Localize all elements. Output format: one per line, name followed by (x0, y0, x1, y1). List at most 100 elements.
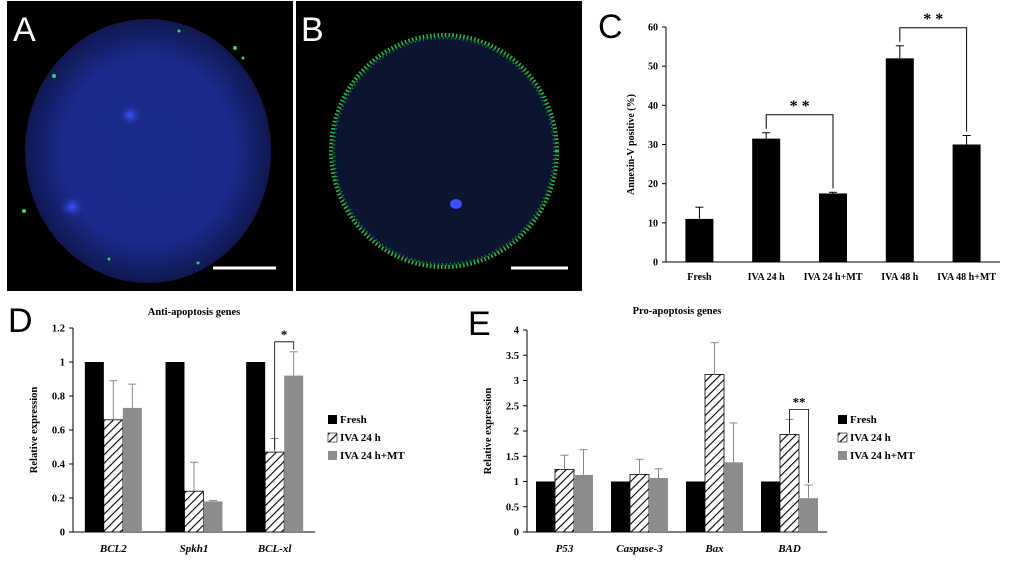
x-tick-label: BCL2 (99, 543, 127, 555)
x-tick-label: IVA 48 h (881, 272, 918, 283)
y-tick-label: 0 (60, 528, 65, 539)
legend-label: IVA 24 h (850, 432, 891, 444)
legend-label: IVA 24 h (340, 432, 381, 444)
y-tick-label: 30 (648, 140, 658, 151)
y-axis-label: Relative expression (29, 387, 40, 474)
y-tick-label: 0.2 (52, 494, 65, 505)
y-tick-label: 0.6 (52, 426, 65, 437)
oocyte-b-drawing (329, 33, 568, 270)
bar-IVA 24 h+MT-Caspase-3 (649, 477, 668, 532)
legend-label: IVA 24 h+MT (340, 450, 405, 462)
y-axis-label: Annexin-V positive (%) (626, 94, 637, 195)
panel-label-d: D (8, 302, 33, 340)
legend-swatch (838, 415, 847, 424)
legend-label: IVA 24 h+MT (850, 450, 915, 462)
oocyte-a-drawing (22, 19, 276, 283)
bar-IVA 24 h+MT-BAD (799, 498, 818, 532)
y-tick-label: 10 (648, 218, 658, 229)
nucleus-a-2 (58, 195, 86, 219)
bar-IVA 24 h-BAD (779, 434, 800, 533)
bar-IVA 24 h+MT-BCL-xl (284, 375, 304, 532)
y-tick-label: 2.5 (506, 401, 519, 412)
nucleus-a (117, 103, 143, 127)
bar-IVA 48 h (885, 58, 914, 263)
nucleus-b (450, 199, 462, 209)
bar-IVA 24 h+MT-BCL2 (122, 407, 142, 532)
bar-Fresh-Bax (686, 481, 705, 532)
x-tick-label: IVA 48 h+MT (937, 272, 996, 283)
y-tick-label: 2 (514, 427, 519, 438)
significance-label: * * (923, 11, 943, 28)
y-tick-label: 40 (648, 101, 658, 112)
y-tick-label: 0 (653, 258, 658, 269)
y-axis-label: Relative expression (483, 388, 494, 475)
panel-label-b: B (301, 11, 324, 49)
significance-bracket (899, 27, 968, 132)
significance-label: * * (790, 98, 810, 115)
y-tick-label: 20 (648, 179, 658, 190)
bar-IVA 24 h+MT-Bax (724, 462, 743, 532)
panel-b-image: B (296, 1, 582, 291)
y-tick-label: 3 (514, 376, 519, 387)
bar-Fresh-BCL-xl (246, 362, 266, 532)
y-tick-label: 1 (60, 358, 65, 369)
bar-Fresh-BAD (761, 481, 780, 532)
bar-IVA 24 h+MT-Spkh1 (203, 501, 223, 532)
significance-bracket (765, 114, 834, 189)
significance-bracket (789, 408, 809, 484)
y-tick-label: 1.5 (506, 452, 519, 463)
significance-bracket (274, 341, 295, 451)
bar-Fresh-Spkh1 (165, 362, 185, 532)
oocyte-b-membrane (329, 33, 559, 269)
oocyte-a (25, 19, 271, 283)
panel-label-a: A (13, 11, 36, 49)
panel-label-c: C (598, 8, 623, 46)
y-tick-label: 60 (648, 23, 658, 34)
x-tick-label: Bax (704, 543, 724, 555)
bar-IVA 24 h-BCL-xl (264, 451, 285, 533)
significance-label: * (281, 327, 288, 342)
chart-anti-apoptosis: Anti-apoptosis genes 0 0.2 0.4 0.6 0.8 1 1.2 Rel… (29, 307, 405, 555)
legend-label: Fresh (340, 414, 367, 426)
x-tick-label: IVA 24 h (748, 272, 785, 283)
x-tick-label: Fresh (687, 272, 712, 283)
chart-annexin: 0 10 20 30 40 50 60 Annexin-V positive (%) Fresh… (626, 11, 1000, 283)
significance-label: ** (793, 394, 806, 409)
legend-swatch (837, 432, 848, 443)
y-tick-label: 0.8 (52, 392, 65, 403)
legend-label: Fresh (850, 414, 877, 426)
bar-IVA 24 h+MT-P53 (574, 474, 593, 532)
bar-Fresh-P53 (536, 481, 555, 532)
x-tick-label: P53 (556, 543, 574, 555)
legend-swatch (838, 451, 847, 460)
legend-swatch (328, 415, 337, 424)
y-tick-label: 3.5 (506, 351, 519, 362)
bar-IVA 24 h-BCL2 (103, 419, 124, 533)
bar-Fresh-Caspase-3 (611, 481, 630, 532)
y-tick-label: 1.2 (52, 324, 65, 335)
bar-IVA 48 h+MT (952, 144, 981, 262)
bar-Fresh (685, 218, 714, 262)
bar-IVA 24 h-Spkh1 (184, 490, 204, 533)
legend-swatch (327, 432, 338, 443)
y-tick-label: 0 (514, 528, 519, 539)
legend-swatch (328, 451, 337, 460)
panel-label-e: E (468, 305, 491, 343)
x-tick-label: Spkh1 (180, 543, 209, 555)
x-tick-label: BAD (777, 543, 801, 555)
chart-pro-apoptosis: Pro-apoptosis genes 0 0.5 1 1.5 2 2.5 3 3.5 4 Rela… (483, 306, 915, 555)
y-tick-label: 1 (514, 477, 519, 488)
x-tick-label: BCL-xl (257, 543, 293, 555)
chart-title: Anti-apoptosis genes (148, 307, 240, 318)
bar-Fresh-BCL2 (84, 362, 104, 532)
bar-IVA 24 h (752, 138, 781, 262)
panel-a-image: A (7, 1, 293, 291)
x-tick-label: IVA 24 h+MT (804, 272, 863, 283)
bar-IVA 24 h-Caspase-3 (629, 474, 650, 533)
bar-IVA 24 h-Bax (704, 374, 725, 533)
bar-IVA 24 h+MT (819, 193, 847, 262)
y-tick-label: 4 (514, 326, 520, 337)
bar-IVA 24 h-P53 (554, 468, 575, 533)
x-tick-label: Caspase-3 (616, 543, 663, 555)
